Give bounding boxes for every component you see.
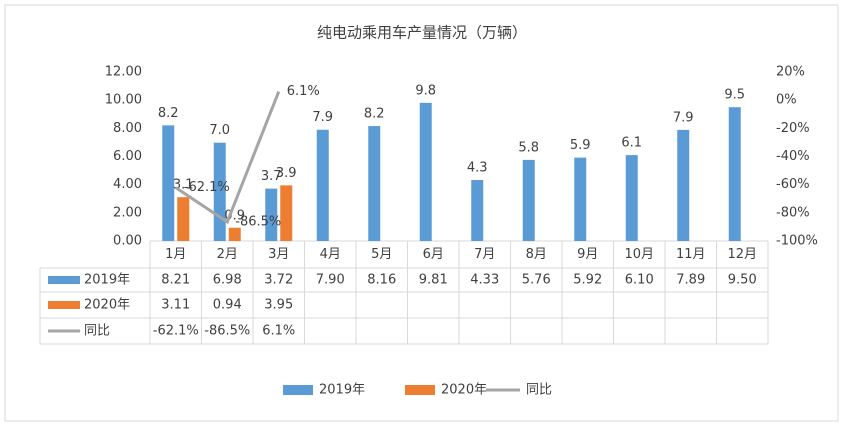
x-tick-label: 11月 bbox=[676, 247, 706, 262]
y2-tick-label: -40% bbox=[776, 149, 810, 164]
data-label: 7.9 bbox=[312, 110, 333, 125]
data-label: 6.1% bbox=[287, 84, 320, 99]
legend-label: 2020年 bbox=[441, 383, 487, 398]
bar bbox=[574, 157, 587, 241]
data-label: -62.1% bbox=[184, 180, 230, 195]
x-tick-label: 4月 bbox=[320, 247, 341, 262]
bar bbox=[368, 126, 381, 241]
y-tick-label: 2.00 bbox=[113, 205, 142, 220]
table-cell: 9.81 bbox=[419, 273, 448, 288]
data-label: 5.9 bbox=[570, 138, 591, 153]
bar bbox=[471, 180, 484, 241]
x-tick-label: 9月 bbox=[577, 247, 598, 262]
bar bbox=[419, 102, 432, 241]
y-tick-label: 0.00 bbox=[113, 234, 142, 249]
data-label: 7.0 bbox=[209, 123, 230, 138]
x-tick-label: 12月 bbox=[727, 247, 757, 262]
table-cell: 6.1% bbox=[262, 324, 295, 339]
y2-tick-label: 0% bbox=[776, 93, 797, 108]
table-cell: 4.33 bbox=[470, 273, 499, 288]
data-label: 3.7 bbox=[261, 169, 282, 184]
table-cell: 8.16 bbox=[367, 273, 396, 288]
bar bbox=[162, 125, 175, 241]
bar bbox=[677, 129, 690, 241]
chart-title: 纯电动乘用车产量情况（万辆） bbox=[317, 24, 527, 42]
y-tick-label: 6.00 bbox=[113, 149, 142, 164]
data-label: 9.5 bbox=[724, 88, 745, 103]
x-tick-label: 7月 bbox=[474, 247, 495, 262]
legend-key bbox=[405, 385, 435, 395]
y-tick-label: 10.00 bbox=[105, 93, 142, 108]
table-cell: 5.76 bbox=[522, 273, 551, 288]
data-label: 8.2 bbox=[364, 107, 385, 122]
data-label: 9.8 bbox=[415, 83, 436, 98]
table-cell: 3.72 bbox=[264, 273, 293, 288]
bar bbox=[177, 197, 190, 241]
bar bbox=[316, 129, 329, 241]
x-tick-label: 1月 bbox=[165, 247, 186, 262]
legend-key bbox=[48, 276, 80, 284]
data-label: 3.9 bbox=[276, 166, 297, 181]
data-label: 5.8 bbox=[518, 140, 539, 155]
bar bbox=[728, 107, 741, 241]
table-cell: 8.21 bbox=[161, 273, 190, 288]
line bbox=[174, 91, 281, 225]
bar bbox=[625, 155, 638, 241]
table-cell: -86.5% bbox=[204, 324, 250, 339]
bar bbox=[228, 227, 241, 241]
x-tick-label: 8月 bbox=[526, 247, 547, 262]
x-tick-label: 6月 bbox=[423, 247, 444, 262]
table-cell: -62.1% bbox=[153, 324, 199, 339]
table-cell: 7.90 bbox=[316, 273, 345, 288]
y2-tick-label: -100% bbox=[776, 234, 818, 249]
data-label: 6.1 bbox=[621, 136, 642, 151]
y-tick-label: 8.00 bbox=[113, 121, 142, 136]
y2-tick-label: -20% bbox=[776, 121, 810, 136]
data-label: 4.3 bbox=[467, 161, 488, 176]
y-tick-label: 4.00 bbox=[113, 177, 142, 192]
table-cell: 3.95 bbox=[264, 298, 293, 313]
x-tick-label: 3月 bbox=[268, 247, 289, 262]
x-tick-label: 2月 bbox=[217, 247, 238, 262]
data-label: 7.9 bbox=[673, 110, 694, 125]
table-cell: 9.50 bbox=[728, 273, 757, 288]
legend-label: 同比 bbox=[526, 383, 552, 398]
bar bbox=[265, 188, 278, 241]
legend-key bbox=[48, 301, 80, 309]
table-row-label: 2020年 bbox=[84, 298, 130, 313]
data-label: -86.5% bbox=[235, 214, 281, 229]
table-cell: 5.92 bbox=[573, 273, 602, 288]
y-tick-label: 12.00 bbox=[105, 65, 142, 80]
table-cell: 6.98 bbox=[213, 273, 242, 288]
table-row-label: 同比 bbox=[84, 324, 110, 339]
table-cell: 7.89 bbox=[676, 273, 705, 288]
y2-tick-label: -60% bbox=[776, 177, 810, 192]
x-tick-label: 5月 bbox=[371, 247, 392, 262]
legend-key bbox=[283, 385, 313, 395]
table-cell: 0.94 bbox=[213, 298, 242, 313]
bar bbox=[522, 159, 535, 241]
legend-label: 2019年 bbox=[319, 383, 365, 398]
x-tick-label: 10月 bbox=[624, 247, 654, 262]
data-label: 8.2 bbox=[158, 106, 179, 121]
y2-tick-label: -80% bbox=[776, 205, 810, 220]
bar bbox=[280, 185, 293, 241]
table-cell: 6.10 bbox=[625, 273, 654, 288]
y2-tick-label: 20% bbox=[776, 65, 805, 80]
table-row-label: 2019年 bbox=[84, 273, 130, 288]
table-cell: 3.11 bbox=[161, 298, 190, 313]
